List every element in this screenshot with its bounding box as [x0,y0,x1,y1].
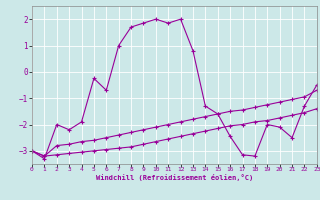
X-axis label: Windchill (Refroidissement éolien,°C): Windchill (Refroidissement éolien,°C) [96,174,253,181]
